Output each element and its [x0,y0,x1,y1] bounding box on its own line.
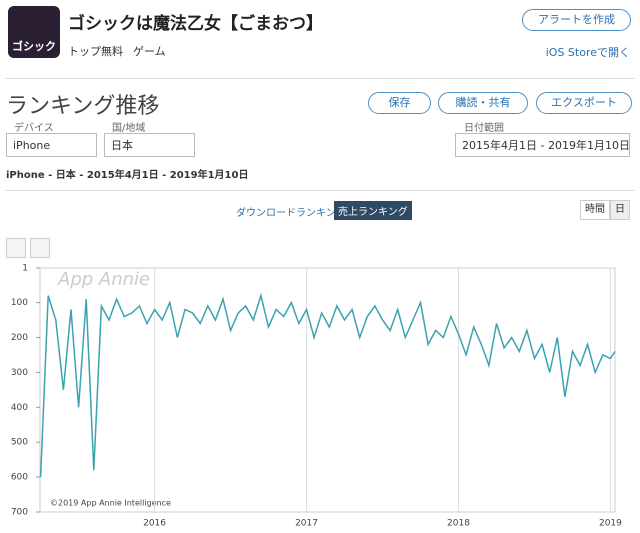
y-tick-label: 500 [11,438,28,448]
y-tick-label: 100 [11,298,28,308]
y-tick-label: 700 [11,508,28,518]
y-tick-label: 1 [22,264,28,274]
y-tick-label: 200 [11,333,28,343]
device-label: デバイス [14,123,54,134]
x-tick-label: 2018 [447,519,470,529]
export-button[interactable]: エクスポート [536,92,632,114]
x-tick-label: 2016 [143,519,166,529]
date-select[interactable]: 2015年4月1日 - 2019年1月10日 [455,133,630,157]
country-select[interactable]: 日本 [104,133,195,157]
y-tick-label: 300 [11,368,28,378]
save-button[interactable]: 保存 [368,92,431,114]
copyright: ©2019 App Annie Intelligence [50,499,171,508]
x-tick-label: 2019 [599,519,622,529]
reset-button[interactable] [6,238,26,258]
store-link[interactable]: iOS Storeで開く [545,46,630,59]
date-label: 日付範囲 [464,123,504,134]
category[interactable]: ゲーム [133,45,166,58]
day-button[interactable]: 日 [610,200,630,220]
chart-label[interactable]: トップ無料 [68,45,123,58]
plot-area [39,267,616,513]
download-tab[interactable]: ダウンロードランキング [236,208,346,219]
divider [5,78,635,79]
divider [5,190,635,191]
share-button[interactable]: 購読・共有 [438,92,528,114]
y-tick-label: 600 [11,473,28,483]
app-icon: ゴシック [8,6,60,58]
zoom-button[interactable] [30,238,50,258]
icon-label: ゴシック [12,40,56,53]
country-label: 国/地域 [112,123,146,134]
revenue-tab[interactable]: 売上ランキング [334,201,412,220]
summary: iPhone - 日本 - 2015年4月1日 - 2019年1月10日 [6,170,249,181]
app-title: ゴシックは魔法乙女【ごまおつ】 [68,14,323,34]
section-title: ランキング推移 [6,94,160,119]
rank-line [39,292,616,478]
watermark: App Annie [57,269,150,290]
device-select[interactable]: iPhone [6,133,97,157]
y-tick-label: 400 [11,403,28,413]
x-tick-label: 2017 [295,519,318,529]
alert-button[interactable]: アラートを作成 [522,9,631,31]
hour-button[interactable]: 時間 [580,200,610,220]
